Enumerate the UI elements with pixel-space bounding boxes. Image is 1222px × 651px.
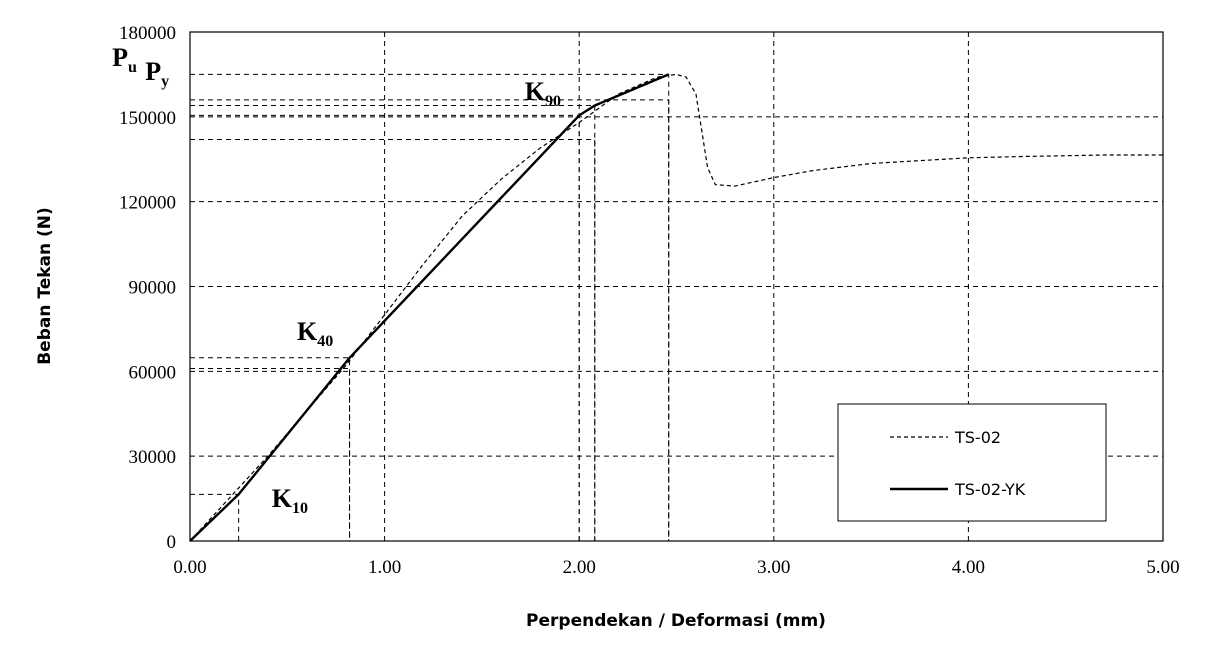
series-group xyxy=(189,73,1163,542)
reference-line xyxy=(190,73,670,541)
y-tick-label: 30000 xyxy=(129,447,177,468)
legend-label-ts-02-yk: TS-02-YK xyxy=(954,480,1026,499)
annotations: K10 K40 K90 Pu Py xyxy=(112,43,561,517)
y-axis-label: Beban Tekan (N) xyxy=(35,207,55,365)
x-tick-label: 4.00 xyxy=(952,557,985,578)
annotation-k90: K90 xyxy=(525,77,561,110)
y-tick-label: 0 xyxy=(167,532,177,553)
legend-box xyxy=(837,403,1107,522)
reference-line xyxy=(190,368,351,541)
x-axis-label: Perpendekan / Deformasi (mm) xyxy=(526,611,826,631)
y-tick-labels: 0 30000 60000 90000 120000 150000 180000 xyxy=(119,23,176,553)
legend-label-ts-02: TS-02 xyxy=(954,428,1001,447)
x-tick-label: 3.00 xyxy=(757,557,790,578)
annotation-k10: K10 xyxy=(272,484,308,517)
annotation-py: Py xyxy=(145,57,169,90)
y-tick-label: 90000 xyxy=(129,278,177,299)
legend: TS-02 TS-02-YK xyxy=(837,403,1107,522)
x-tick-label: 2.00 xyxy=(563,557,596,578)
y-tick-label: 120000 xyxy=(119,193,176,214)
x-tick-label: 0.00 xyxy=(173,557,206,578)
y-tick-label: 150000 xyxy=(119,108,176,129)
series-line-ts-02-yk xyxy=(189,73,670,542)
y-tick-label: 60000 xyxy=(129,362,177,383)
reference-line xyxy=(190,99,670,541)
y-tick-label: 180000 xyxy=(119,23,176,44)
annotation-k40: K40 xyxy=(297,317,333,350)
annotation-pu: Pu xyxy=(112,43,137,76)
x-tick-label: 5.00 xyxy=(1146,557,1179,578)
x-tick-labels: 0.00 1.00 2.00 3.00 4.00 5.00 xyxy=(173,557,1179,578)
x-tick-label: 1.00 xyxy=(368,557,401,578)
